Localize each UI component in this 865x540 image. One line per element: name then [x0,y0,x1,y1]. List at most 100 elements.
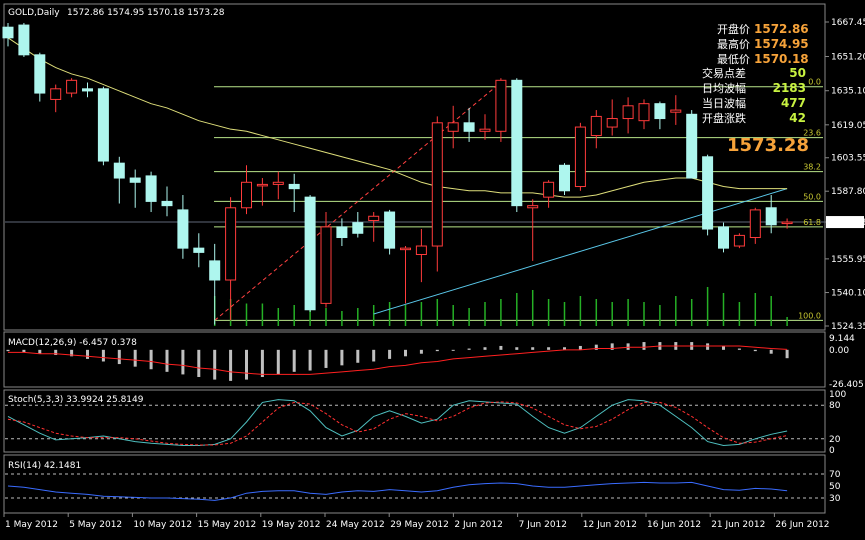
stoch-signal-line [7,401,788,446]
bullish-candle-body [415,245,427,256]
bearish-candle-body [463,122,475,132]
macd-histogram-bar [165,349,169,372]
current-price-large: 1573.28 [727,135,809,156]
avg-range-value: 2183 [773,81,806,95]
bullish-candle-body [66,79,78,94]
low-value: 1570.18 [754,52,809,66]
bearish-candle-body [686,113,698,179]
macd-tick-label: -26.405 [829,380,864,390]
macd-histogram-bar [706,343,710,350]
high-label: 最高价 [717,37,750,51]
bearish-candle-body [654,103,666,120]
macd-histogram-bar [563,347,566,350]
macd-histogram-bar [594,344,598,350]
candles [2,22,793,325]
macd-histogram-bar [499,345,503,350]
rsi-tick-label: 50 [829,482,841,492]
rsi-tick-label: 30 [829,494,841,504]
bearish-candle-body [97,88,109,162]
date-tick-label: 29 May 2012 [390,520,449,530]
info-panel: 开盘价 1572.86 最高价 1574.95 最低价 1570.18 交易点差… [702,22,809,125]
macd-histogram-bar [340,349,344,366]
stoch-tick-label: 20 [829,435,841,445]
bullish-candle-body [670,109,682,113]
bearish-candle-body [193,247,205,253]
bearish-candle-body [2,26,14,39]
bullish-candle-body [320,226,332,304]
current-price-tick-label: 1573.28 [829,218,865,228]
date-tick-label: 7 Jun 2012 [519,520,567,530]
avg-range-label: 日均波幅 [702,82,746,95]
ohlc-header: 1572.86 1574.95 1570.18 1573.28 [67,8,225,18]
bearish-candle-body [34,54,46,94]
bearish-candle-body [288,183,300,190]
macd-signal-line [8,345,788,375]
date-tick-label: 15 May 2012 [198,520,257,530]
bullish-candle-body [431,122,443,247]
bearish-candle-body [702,156,714,230]
date-tick-label: 2 Jun 2012 [454,520,502,530]
open-change-value: 42 [789,111,806,125]
bearish-candle-body [718,226,729,249]
spread-value: 50 [789,66,806,80]
fib-level-label: 100.0 [798,311,821,320]
macd-histogram-bar [467,348,471,350]
macd-histogram-bar [578,345,582,350]
bullish-candle-body [527,205,539,209]
bearish-candle-body [352,222,364,234]
bullish-candle-body [543,181,555,198]
main-panel-frame [3,3,826,331]
price-tick-label: 1635.10 [831,87,865,97]
bullish-candle-body [241,181,252,209]
macd-panel: MACD(12,26,9) -6.457 0.378 9.144 0.00 -26.4… [6,334,864,390]
bullish-candle-body [590,115,602,137]
current-price-box [826,216,864,229]
macd-histogram-bar [133,349,137,367]
bullish-candle-body [50,88,62,100]
macd-title: MACD(12,26,9) -6.457 0.378 [8,338,137,348]
bullish-candle-body [272,181,284,185]
macd-histogram-bar [308,349,312,371]
macd-histogram-bar [451,349,455,351]
macd-histogram-bar [22,349,26,353]
rsi-title: RSI(14) 42.1481 [8,461,81,471]
stoch-tick-label: 80 [829,401,841,411]
fib-level-label: 23.6 [803,129,821,138]
macd-histogram-bar [483,347,487,350]
macd-histogram-bar [785,349,789,359]
date-tick-label: 1 May 2012 [5,520,58,530]
spread-label: 交易点差 [702,66,746,80]
bearish-candle-body [82,88,93,92]
date-tick-label: 26 Jun 2012 [775,520,829,530]
bearish-candle-body [209,260,221,281]
bullish-candle-body [479,128,491,132]
bullish-candle-body [622,105,634,120]
date-tick-label: 19 May 2012 [262,520,321,530]
bullish-candle-body [638,103,650,122]
price-tick-label: 1540.10 [831,289,865,299]
macd-histogram-bar [626,343,630,350]
macd-histogram-bar [70,349,74,357]
date-axis: 1 May 2012 5 May 2012 10 May 2012 15 May 20… [3,513,830,530]
date-tick-label: 10 May 2012 [133,520,192,530]
macd-histogram-bar [610,343,614,350]
price-tick-label: 1651.20 [831,53,865,63]
bullish-candle-body [447,122,459,132]
macd-histogram-bar [101,349,105,362]
date-tick-label: 21 Jun 2012 [711,520,765,530]
macd-histogram-bar [245,349,248,380]
symbol-label: GOLD,Daily [8,8,60,18]
macd-histogram-bar [753,349,757,352]
macd-histogram-bar [769,349,773,354]
bullish-candle-body [256,183,268,187]
bullish-candle-body [225,207,237,281]
macd-histogram-bar [260,349,264,378]
macd-histogram-bar [531,347,535,350]
bullish-candle-body [781,221,793,225]
bullish-candle-body [574,126,586,188]
macd-histogram-bar [356,349,360,363]
macd-histogram-bar [722,345,725,350]
macd-histogram-bar [737,348,741,350]
date-tick-label: 16 Jun 2012 [647,520,701,530]
